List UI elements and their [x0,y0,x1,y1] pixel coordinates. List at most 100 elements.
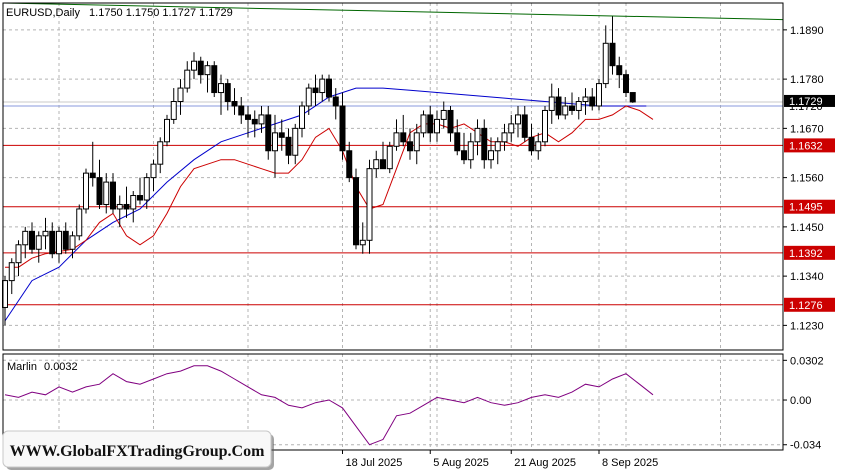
candle-body-bear [49,230,56,255]
candle-body-bull [143,177,150,201]
candle [29,222,35,254]
candle [582,88,589,115]
candle-body-bull [582,96,589,103]
candle-body-bear [211,65,218,94]
candle-body-bear [89,172,96,179]
oscillator-series [4,365,654,446]
candle-body-bear [427,114,434,134]
candle [555,88,562,120]
candle-body-bear [623,74,629,94]
candle [569,92,575,115]
candle-body-bear [569,105,575,111]
ytick-label-1.1890: 1.1890 [790,25,824,37]
candle [69,231,76,259]
candle-body-bear [528,136,535,152]
candle-body-bear [407,141,413,152]
level-tag-label-1.1632: 1.1632 [789,140,823,152]
ytick-label-1.1670: 1.1670 [790,123,824,135]
candle-body-bull [292,127,299,156]
candle [211,61,218,98]
candle-body-bull [218,83,224,94]
candle-body-bull [76,208,83,237]
candle [150,159,157,192]
candle-body-bull [488,150,494,161]
level-tag-label-1.1495: 1.1495 [789,202,823,214]
candle [305,83,312,115]
candle [420,110,427,138]
candle-body-bull [359,239,366,246]
candle [474,119,481,156]
candle-body-bull [596,83,602,107]
candle-body-bear [346,150,353,179]
candle-body-bear [245,114,251,120]
candle [56,226,62,263]
candle-body-bear [447,109,454,134]
candle [359,222,366,254]
candle-body-bull [258,114,265,125]
candle-body-bear [62,230,69,250]
candle-body-bull [386,145,393,170]
candle-body-bear [332,96,339,107]
candle [440,101,447,129]
ytick-label-1.1780: 1.1780 [790,74,824,86]
level-tag-label-1.1276: 1.1276 [789,300,823,312]
candle [346,141,353,183]
candle [454,119,461,156]
candle [393,119,400,151]
candle [602,25,609,89]
candle [130,191,137,223]
candle-body-bull [420,114,427,134]
candle-body-bear [312,87,319,94]
candle [204,61,211,93]
candle-body-bull [15,244,22,264]
candle [366,159,373,254]
candle [265,105,272,160]
candle-body-bull [494,141,501,152]
candle [177,79,184,115]
candle-body-bull [319,78,326,94]
oscillator-title: Marlin 0.0032 [7,361,78,373]
candle [272,114,278,178]
candle-body-bear [285,136,292,156]
candle [224,79,231,111]
last-price-tag [784,94,835,107]
candle-body-bear [110,181,116,210]
candle [15,240,22,277]
candle-body-bull [542,109,548,143]
candle-body-bear [96,177,103,205]
candle [434,110,440,142]
candle [312,74,319,106]
candle-body-bear [521,114,528,138]
candle [542,105,548,147]
oscillator-pane-border [2,353,784,451]
candle [501,123,508,151]
candle [609,16,616,75]
candle [164,114,170,147]
candle [548,83,555,124]
candle [386,141,393,174]
candle [143,173,150,209]
ohlc-values: 1.1750 1.1750 1.1727 1.1729 [89,7,233,19]
xtick-label-18-Jul-2025: 18 Jul 2025 [346,457,403,469]
xtick-label-5-Aug-2025: 5 Aug 2025 [433,457,489,469]
ma-long-line [2,2,784,21]
osc-ytick-label-0.0302: 0.0302 [790,355,824,367]
candle [157,137,164,174]
watermark-text: WWW.GlobalFXTradingGroup.Com [10,443,266,460]
candle-body-bull [501,132,508,143]
price-axis: 1.1890 1.1780 1.1670 1.1560 1.1450 1.1340 1.12… [783,25,824,332]
candle-body-bull [204,65,211,76]
chart-title: EURUSD,Daily 1.1750 1.1750 1.1727 1.1729 [6,7,233,19]
candle [575,97,582,120]
candle-body-bull [69,235,76,250]
candle [447,105,454,142]
candle [278,119,285,151]
candle-body-bear [454,132,461,152]
candle-body-bear [589,96,596,107]
candle-body-bull [535,141,542,152]
candle [197,56,204,84]
candle [62,222,69,254]
candle [22,226,29,259]
candle [528,123,535,156]
